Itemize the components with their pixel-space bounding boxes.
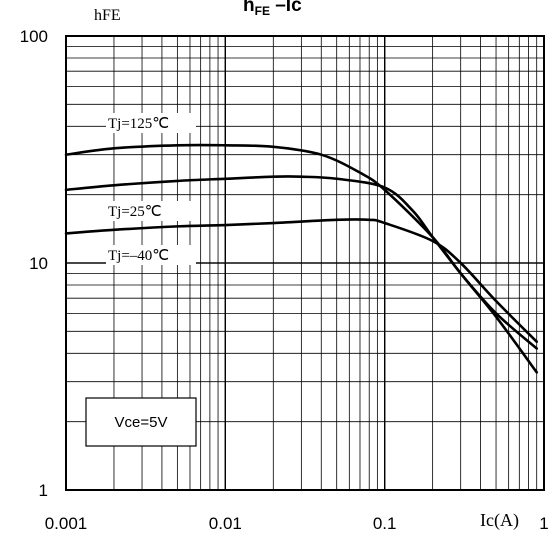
x-tick-label: 0.01: [209, 514, 242, 533]
x-tick-label: 0.1: [373, 514, 397, 533]
vce-annotation-text: Vce=5V: [115, 414, 168, 431]
curve-label-tj-minus-40: Tj=–40℃: [108, 248, 169, 264]
series-tj-25: [64, 175, 539, 374]
x-tick-label: 0.001: [45, 514, 88, 533]
curve-label-background: [106, 245, 196, 265]
x-axis-label: Ic(A): [480, 510, 519, 531]
curve-label-tj-125: Tj=125℃: [108, 116, 169, 132]
curve-label-background: [106, 201, 196, 221]
series-layer: [64, 143, 539, 374]
vce-annotation-box: [85, 397, 197, 447]
plot-frame: [65, 35, 545, 491]
y-tick-label: 10: [29, 254, 48, 273]
y-axis-label: hFE: [94, 7, 121, 24]
x-tick-label: 1: [539, 514, 548, 533]
chart-title: hFE –Ic: [243, 0, 302, 18]
curve-label-tj-25: Tj=25℃: [108, 204, 162, 220]
series-tj-minus-40: [64, 218, 539, 344]
y-tick-label: 1: [39, 481, 48, 500]
curve-label-background: [106, 113, 196, 133]
labels-layer: 0.001 0.01 0.1 1 1 10 100 hFE Ic(A) hFE –Ic Tj=125…: [20, 0, 549, 533]
y-tick-label: 100: [20, 27, 48, 46]
